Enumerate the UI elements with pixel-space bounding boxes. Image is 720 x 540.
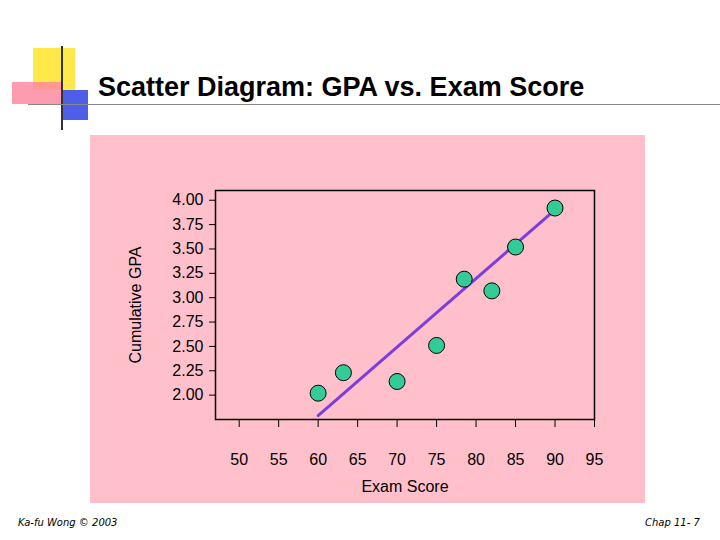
svg-text:90: 90 — [546, 451, 564, 468]
svg-text:55: 55 — [270, 451, 288, 468]
svg-text:80: 80 — [467, 451, 485, 468]
svg-text:2.25: 2.25 — [172, 362, 203, 379]
svg-text:3.25: 3.25 — [172, 264, 203, 281]
svg-text:95: 95 — [586, 451, 604, 468]
svg-text:4.00: 4.00 — [172, 191, 203, 208]
svg-text:85: 85 — [507, 451, 525, 468]
svg-text:2.50: 2.50 — [172, 338, 203, 355]
svg-text:2.75: 2.75 — [172, 313, 203, 330]
svg-text:3.00: 3.00 — [172, 289, 203, 306]
html-text:Scatter Diagram: GPA vs. Exam: Scatter Diagram: GPA vs. Exam Score — [98, 72, 585, 102]
svg-text:Exam Score: Exam Score — [361, 478, 448, 495]
svg-text:3.75: 3.75 — [172, 216, 203, 233]
svg-text:50: 50 — [230, 451, 248, 468]
html-text:Ka-fu Wong © 2003: Ka-fu Wong © 2003 — [18, 517, 118, 528]
svg-text:65: 65 — [349, 451, 367, 468]
svg-text:3.50: 3.50 — [172, 240, 203, 257]
svg-text:2.00: 2.00 — [172, 386, 203, 403]
svg-text:Cumulative GPA: Cumulative GPA — [127, 246, 144, 363]
svg-text:70: 70 — [388, 451, 406, 468]
svg-text:60: 60 — [309, 451, 327, 468]
html-text:Chap 11- 7: Chap 11- 7 — [645, 517, 700, 528]
svg-text:75: 75 — [428, 451, 446, 468]
